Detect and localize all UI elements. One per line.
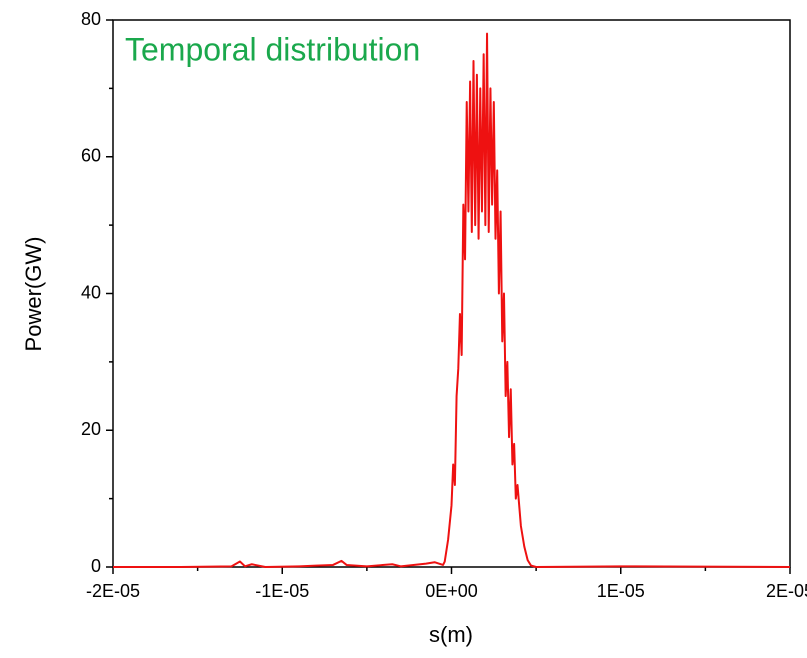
x-tick-label: 1E-05 xyxy=(597,581,645,601)
x-axis-label: s(m) xyxy=(429,622,473,647)
data-line xyxy=(113,32,791,568)
x-tick-label: 2E-05 xyxy=(766,581,807,601)
y-tick-label: 20 xyxy=(81,419,101,439)
y-tick-label: 40 xyxy=(81,282,101,302)
chart-title: Temporal distribution xyxy=(125,31,420,67)
x-tick-label: -2E-05 xyxy=(86,581,140,601)
y-tick-label: 60 xyxy=(81,146,101,166)
x-tick-label: 0E+00 xyxy=(425,581,478,601)
y-axis-label: Power(GW) xyxy=(21,237,46,352)
y-tick-label: 80 xyxy=(81,9,101,29)
x-tick-label: -1E-05 xyxy=(255,581,309,601)
y-tick-label: 0 xyxy=(91,556,101,576)
